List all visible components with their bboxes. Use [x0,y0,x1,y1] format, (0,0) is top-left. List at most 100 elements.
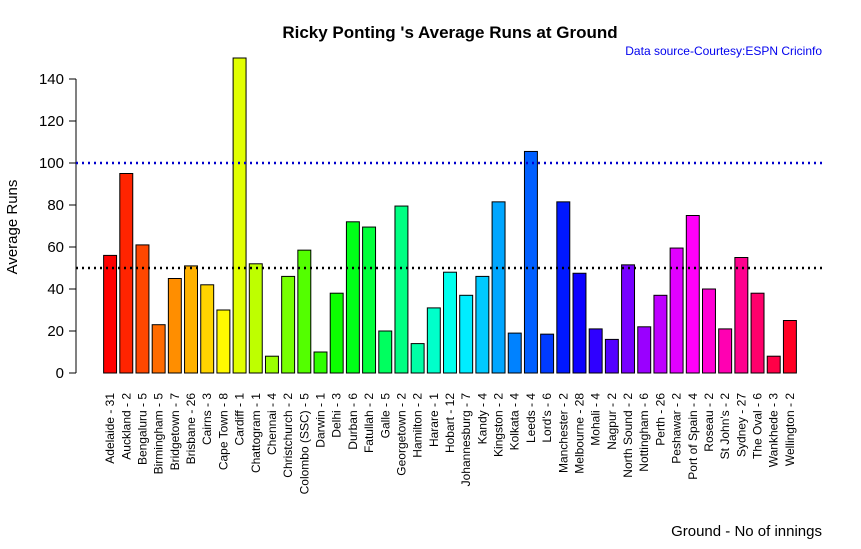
bar [297,249,312,374]
x-tick-label: Hobart - 12 [443,393,457,453]
bar [248,263,263,374]
y-tick-label: 120 [39,113,64,130]
x-tick-label: Brisbane - 26 [184,393,198,465]
bar [475,275,490,374]
bar [281,275,296,374]
x-tick-label: Colombo (SSC) - 5 [297,393,311,495]
bar [103,254,118,374]
bar [345,221,360,374]
bar [264,355,279,374]
bar [491,201,506,374]
y-axis: 0 20 40 60 80 100 120 140 [39,71,77,382]
bar [702,288,716,374]
x-tick-label: Nottingham - 6 [637,393,651,472]
x-tick-label: Wellington - 2 [783,393,797,466]
bar [588,328,603,374]
bar [604,338,619,374]
bar [750,292,765,374]
y-tick-label: 40 [47,281,64,298]
bar [167,278,182,374]
x-tick-label: Peshawar - 2 [670,393,684,464]
bar [410,343,425,374]
y-tick-label: 20 [47,323,64,340]
bar [329,292,344,374]
bar [443,271,457,374]
bar [394,205,409,374]
data-source-note: Data source-Courtesy:ESPN Cricinfo [625,44,822,58]
bar [766,355,781,374]
x-tick-label: Kingston - 2 [492,393,506,457]
x-tick-label: Port of Spain - 4 [686,393,700,480]
bar [426,307,441,374]
y-tick-label: 140 [39,71,64,88]
bar [184,265,198,374]
bar [685,215,700,374]
bar [621,264,636,374]
x-tick-label: Birmingham - 5 [152,393,166,475]
x-tick-label: Perth - 26 [653,393,667,446]
x-tick-labels: Adelaide - 31 Auckland - 2 Bengaluru - 5 Bi… [103,393,797,495]
x-tick-label: Christchurch - 2 [281,393,295,478]
bar [151,324,166,374]
x-tick-label: Mohali - 4 [589,393,603,446]
x-tick-label: Cairns - 3 [200,393,214,445]
x-tick-label: Adelaide - 31 [103,393,117,464]
bar [119,173,134,374]
x-tick-label: Bridgetown - 7 [168,393,182,471]
x-tick-label: Bengaluru - 5 [135,393,149,465]
x-tick-label: Durban - 6 [346,393,360,450]
bar [669,247,684,374]
x-tick-label: Hamilton - 2 [411,393,425,458]
x-tick-label: Leeds - 4 [524,393,538,443]
bar [135,244,150,374]
x-tick-label: St John's - 2 [718,393,732,460]
x-tick-label: Manchester - 2 [556,393,570,473]
bar [216,309,231,374]
x-tick-label: Melbourne - 28 [572,393,586,474]
bar [556,201,571,374]
bar [572,272,587,374]
y-tick-label: 60 [47,239,64,256]
y-tick-label: 0 [56,365,64,382]
bar [232,57,247,374]
bar [782,320,797,374]
x-tick-label: Cape Town - 8 [216,393,230,470]
x-tick-label: Georgetown - 2 [394,393,408,476]
bar [523,150,538,374]
x-tick-label: Darwin - 1 [314,393,328,448]
y-tick-label: 100 [39,155,64,172]
bar [362,226,377,374]
x-tick-label: Galle - 5 [378,393,392,439]
x-tick-label: Nagpur - 2 [605,393,619,450]
bar [459,294,474,374]
bar [378,330,393,374]
bar [734,257,749,374]
x-tick-label: The Oval - 6 [751,393,765,459]
x-tick-label: Cardiff - 1 [233,393,247,446]
bar [718,328,733,374]
x-tick-label: Wankhede - 3 [767,393,781,468]
bar [540,333,555,374]
chart-title: Ricky Ponting 's Average Runs at Ground [282,23,617,42]
y-tick-label: 80 [47,197,64,214]
x-tick-label: Lord's - 6 [540,393,554,443]
x-tick-label: North Sound - 2 [621,393,635,478]
x-tick-label: Kolkata - 4 [508,393,522,451]
x-tick-label: Johannesburg - 7 [459,393,473,487]
bar [507,332,522,374]
x-tick-label: Kandy - 4 [475,393,489,445]
x-tick-label: Fatullah - 2 [362,393,376,453]
x-tick-label: Chattogram - 1 [249,393,263,473]
bar [653,294,668,374]
reference-lines [76,161,822,270]
x-tick-label: Auckland - 2 [119,393,133,460]
x-tick-label: Harare - 1 [427,393,441,447]
x-tick-label: Chennai - 4 [265,393,279,455]
x-axis-label: Ground - No of innings [671,523,822,540]
x-tick-label: Sydney - 27 [734,393,748,457]
bar [637,326,652,374]
y-axis-label: Average Runs [4,180,21,275]
x-tick-label: Roseau - 2 [702,393,716,452]
bars [103,57,797,374]
